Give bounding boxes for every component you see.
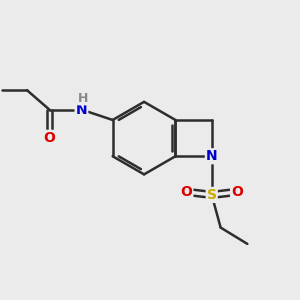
Text: O: O xyxy=(231,185,243,199)
Text: N: N xyxy=(76,103,87,117)
Text: O: O xyxy=(44,131,55,145)
Text: N: N xyxy=(206,149,218,163)
Text: H: H xyxy=(78,92,88,105)
Text: O: O xyxy=(181,185,192,199)
Text: S: S xyxy=(207,188,217,202)
